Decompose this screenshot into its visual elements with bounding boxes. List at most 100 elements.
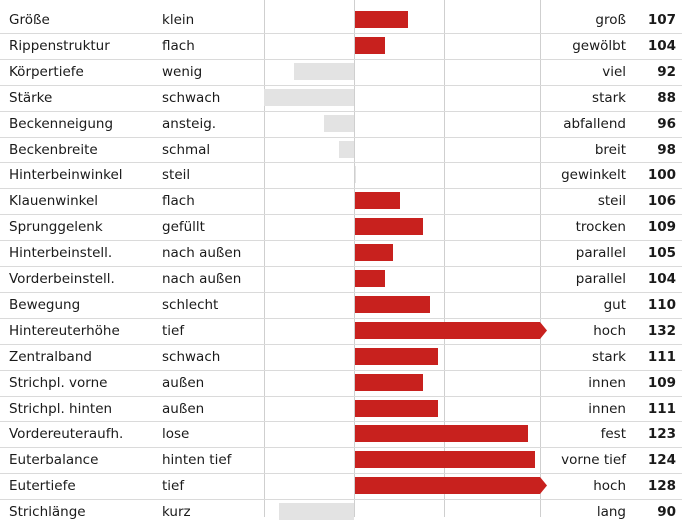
high-pole-label: parallel — [575, 271, 626, 287]
trait-row: Euterbalance hinten tief vorne tief 124 — [0, 447, 682, 473]
low-pole-label: flach — [162, 193, 195, 209]
value-label: 111 — [647, 349, 676, 365]
bar — [355, 425, 528, 442]
low-pole-label: steil — [162, 167, 191, 183]
low-pole-label: nach außen — [162, 271, 242, 287]
bar — [264, 89, 354, 106]
row-separator — [0, 214, 682, 215]
low-pole-label: schwach — [162, 90, 221, 106]
low-pole-label: ansteig. — [162, 116, 217, 132]
high-pole-label: gut — [603, 297, 626, 313]
trait-label: Körpertiefe — [9, 64, 84, 80]
trait-row: Bewegung schlecht gut 110 — [0, 292, 682, 318]
high-pole-label: innen — [588, 401, 626, 417]
low-pole-label: flach — [162, 38, 195, 54]
trait-row: Rippenstruktur flach gewölbt 104 — [0, 33, 682, 59]
trait-row: Größe klein groß 107 — [0, 7, 682, 33]
row-separator — [0, 240, 682, 241]
row-separator — [0, 318, 682, 319]
bar — [355, 400, 438, 417]
value-label: 111 — [647, 401, 676, 417]
value-label: 109 — [647, 219, 676, 235]
high-pole-label: hoch — [593, 323, 626, 339]
high-pole-label: hoch — [593, 478, 626, 494]
high-pole-label: lang — [596, 504, 626, 520]
low-pole-label: gefüllt — [162, 219, 205, 235]
value-label: 88 — [657, 90, 676, 106]
low-pole-label: kurz — [162, 504, 191, 520]
value-label: 132 — [647, 323, 676, 339]
row-separator — [0, 33, 682, 34]
trait-label: Strichpl. hinten — [9, 401, 113, 417]
bar — [355, 348, 438, 365]
trait-label: Beckenbreite — [9, 142, 98, 158]
value-label: 100 — [647, 167, 676, 183]
low-pole-label: tief — [162, 478, 185, 494]
overflow-arrow-icon — [540, 322, 547, 339]
high-pole-label: stark — [592, 349, 626, 365]
trait-label: Hinterbeinwinkel — [9, 167, 123, 183]
value-label: 106 — [647, 193, 676, 209]
row-separator — [0, 137, 682, 138]
bar — [355, 374, 423, 391]
trait-label: Bewegung — [9, 297, 81, 313]
trait-label: Vorderbeinstell. — [9, 271, 115, 287]
trait-row: Hintereuterhöhe tief hoch 132 — [0, 318, 682, 344]
bar — [355, 451, 535, 468]
trait-label: Rippenstruktur — [9, 38, 110, 54]
trait-row: Eutertiefe tief hoch 128 — [0, 473, 682, 499]
high-pole-label: innen — [588, 375, 626, 391]
bar — [279, 503, 354, 520]
trait-label: Hintereuterhöhe — [9, 323, 120, 339]
low-pole-label: schmal — [162, 142, 211, 158]
row-separator — [0, 370, 682, 371]
trait-row: Strichlänge kurz lang 90 — [0, 499, 682, 525]
trait-label: Zentralband — [9, 349, 92, 365]
value-label: 123 — [647, 426, 676, 442]
trait-row: Zentralband schwach stark 111 — [0, 344, 682, 370]
row-separator — [0, 85, 682, 86]
high-pole-label: viel — [602, 64, 626, 80]
gridline-left — [264, 0, 265, 517]
trait-label: Hinterbeinstell. — [9, 245, 113, 261]
row-separator — [0, 188, 682, 189]
low-pole-label: klein — [162, 12, 195, 28]
bar — [355, 244, 393, 261]
high-pole-label: groß — [595, 12, 626, 28]
high-pole-label: breit — [594, 142, 626, 158]
trait-row: Klauenwinkel flach steil 106 — [0, 188, 682, 214]
bar — [355, 11, 408, 28]
high-pole-label: vorne tief — [561, 452, 626, 468]
high-pole-label: trocken — [575, 219, 626, 235]
trait-label: Strichpl. vorne — [9, 375, 108, 391]
high-pole-label: abfallend — [563, 116, 626, 132]
value-label: 107 — [647, 12, 676, 28]
gridline-center — [354, 0, 355, 517]
trait-row: Hinterbeinstell. nach außen parallel 105 — [0, 240, 682, 266]
bar — [324, 115, 354, 132]
trait-row: Stärke schwach stark 88 — [0, 85, 682, 111]
value-label: 104 — [647, 38, 676, 54]
gridline-right — [540, 0, 541, 517]
low-pole-label: hinten tief — [162, 452, 232, 468]
high-pole-label: fest — [600, 426, 626, 442]
value-label: 128 — [647, 478, 676, 494]
low-pole-label: außen — [162, 401, 205, 417]
low-pole-label: lose — [162, 426, 190, 442]
high-pole-label: steil — [597, 193, 626, 209]
trait-row: Körpertiefe wenig viel 92 — [0, 59, 682, 85]
bar — [355, 166, 356, 183]
value-label: 90 — [657, 504, 676, 520]
bar — [355, 477, 547, 494]
row-separator — [0, 292, 682, 293]
value-label: 98 — [657, 142, 676, 158]
row-separator — [0, 499, 682, 500]
bar — [355, 322, 547, 339]
row-separator — [0, 473, 682, 474]
overflow-arrow-icon — [540, 477, 547, 494]
row-separator — [0, 447, 682, 448]
value-label: 110 — [647, 297, 676, 313]
trait-row: Strichpl. hinten außen innen 111 — [0, 396, 682, 422]
high-pole-label: gewölbt — [572, 38, 626, 54]
trait-label: Beckenneigung — [9, 116, 114, 132]
